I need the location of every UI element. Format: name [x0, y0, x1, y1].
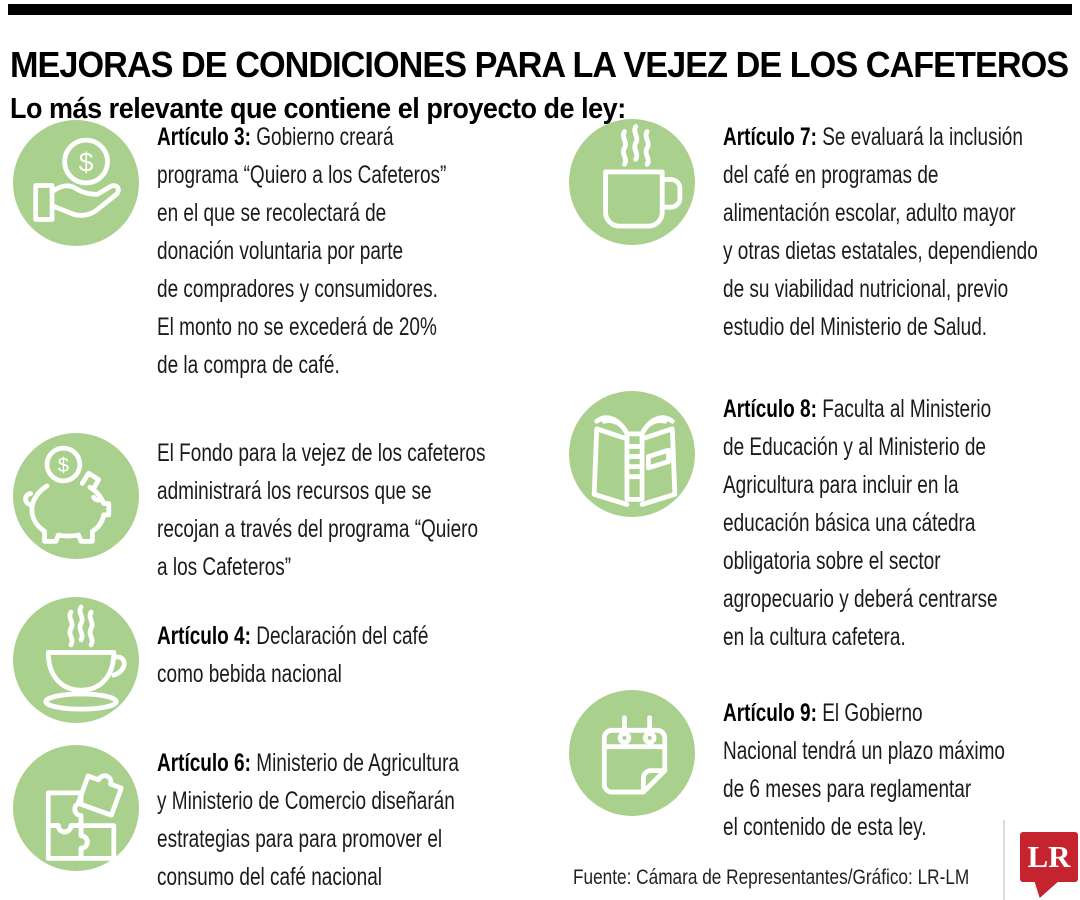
- lr-logo-tail: [1034, 880, 1060, 898]
- article-7-item: Artículo 7: Se evaluará la inclusión del…: [723, 118, 1080, 346]
- page-subtitle: Lo más relevante que contiene el proyect…: [10, 93, 626, 126]
- hand-coin-icon: $: [13, 120, 139, 246]
- article-6-text: Ministerio de Agricultura y Ministerio d…: [157, 749, 460, 891]
- article-8-label: Artículo 8:: [723, 395, 817, 423]
- fund-text: El Fondo para la vejez de los cafeteros …: [157, 439, 486, 581]
- piggy-bank-icon: $: [13, 433, 139, 559]
- fund-item: El Fondo para la vejez de los cafeteros …: [157, 434, 628, 586]
- article-9-text: El Gobierno Nacional tendrá un plazo máx…: [723, 699, 1005, 841]
- svg-text:$: $: [79, 148, 94, 178]
- source-credit: Fuente: Cámara de Representantes/Gráfico…: [573, 866, 970, 889]
- svg-text:$: $: [58, 455, 69, 477]
- top-rule: [8, 4, 1072, 15]
- coffee-mug-icon: [569, 119, 695, 245]
- open-book-icon: [569, 391, 695, 517]
- article-4-item: Artículo 4: Declaración del café como be…: [157, 617, 628, 693]
- coffee-cup-icon: [13, 597, 139, 723]
- article-4-text: Declaración del café como bebida naciona…: [157, 622, 429, 688]
- article-7-label: Artículo 7:: [723, 123, 817, 151]
- lr-logo-text: LR: [1027, 839, 1071, 874]
- article-8-item: Artículo 8: Faculta al Ministerio de Edu…: [723, 390, 1080, 656]
- article-8-text: Faculta al Ministerio de Educación y al …: [723, 395, 998, 651]
- article-3-item: Artículo 3: Gobierno creará programa “Qu…: [157, 118, 628, 384]
- article-9-label: Artículo 9:: [723, 699, 817, 727]
- calendar-icon: [569, 690, 695, 816]
- article-7-text: Se evaluará la inclusión del café en pro…: [723, 123, 1038, 341]
- article-4-label: Artículo 4:: [157, 622, 251, 650]
- puzzle-icon: [13, 745, 139, 871]
- article-6-label: Artículo 6:: [157, 749, 251, 777]
- article-3-label: Artículo 3:: [157, 123, 251, 151]
- article-9-item: Artículo 9: El Gobierno Nacional tendrá …: [723, 694, 1080, 846]
- article-3-text: Gobierno creará programa “Quiero a los C…: [157, 123, 447, 379]
- lr-logo: LR: [1020, 832, 1078, 882]
- page-title: MEJORAS DE CONDICIONES PARA LA VEJEZ DE …: [10, 44, 1069, 86]
- footer-divider: [1003, 820, 1005, 900]
- article-6-item: Artículo 6: Ministerio de Agricultura y …: [157, 744, 628, 896]
